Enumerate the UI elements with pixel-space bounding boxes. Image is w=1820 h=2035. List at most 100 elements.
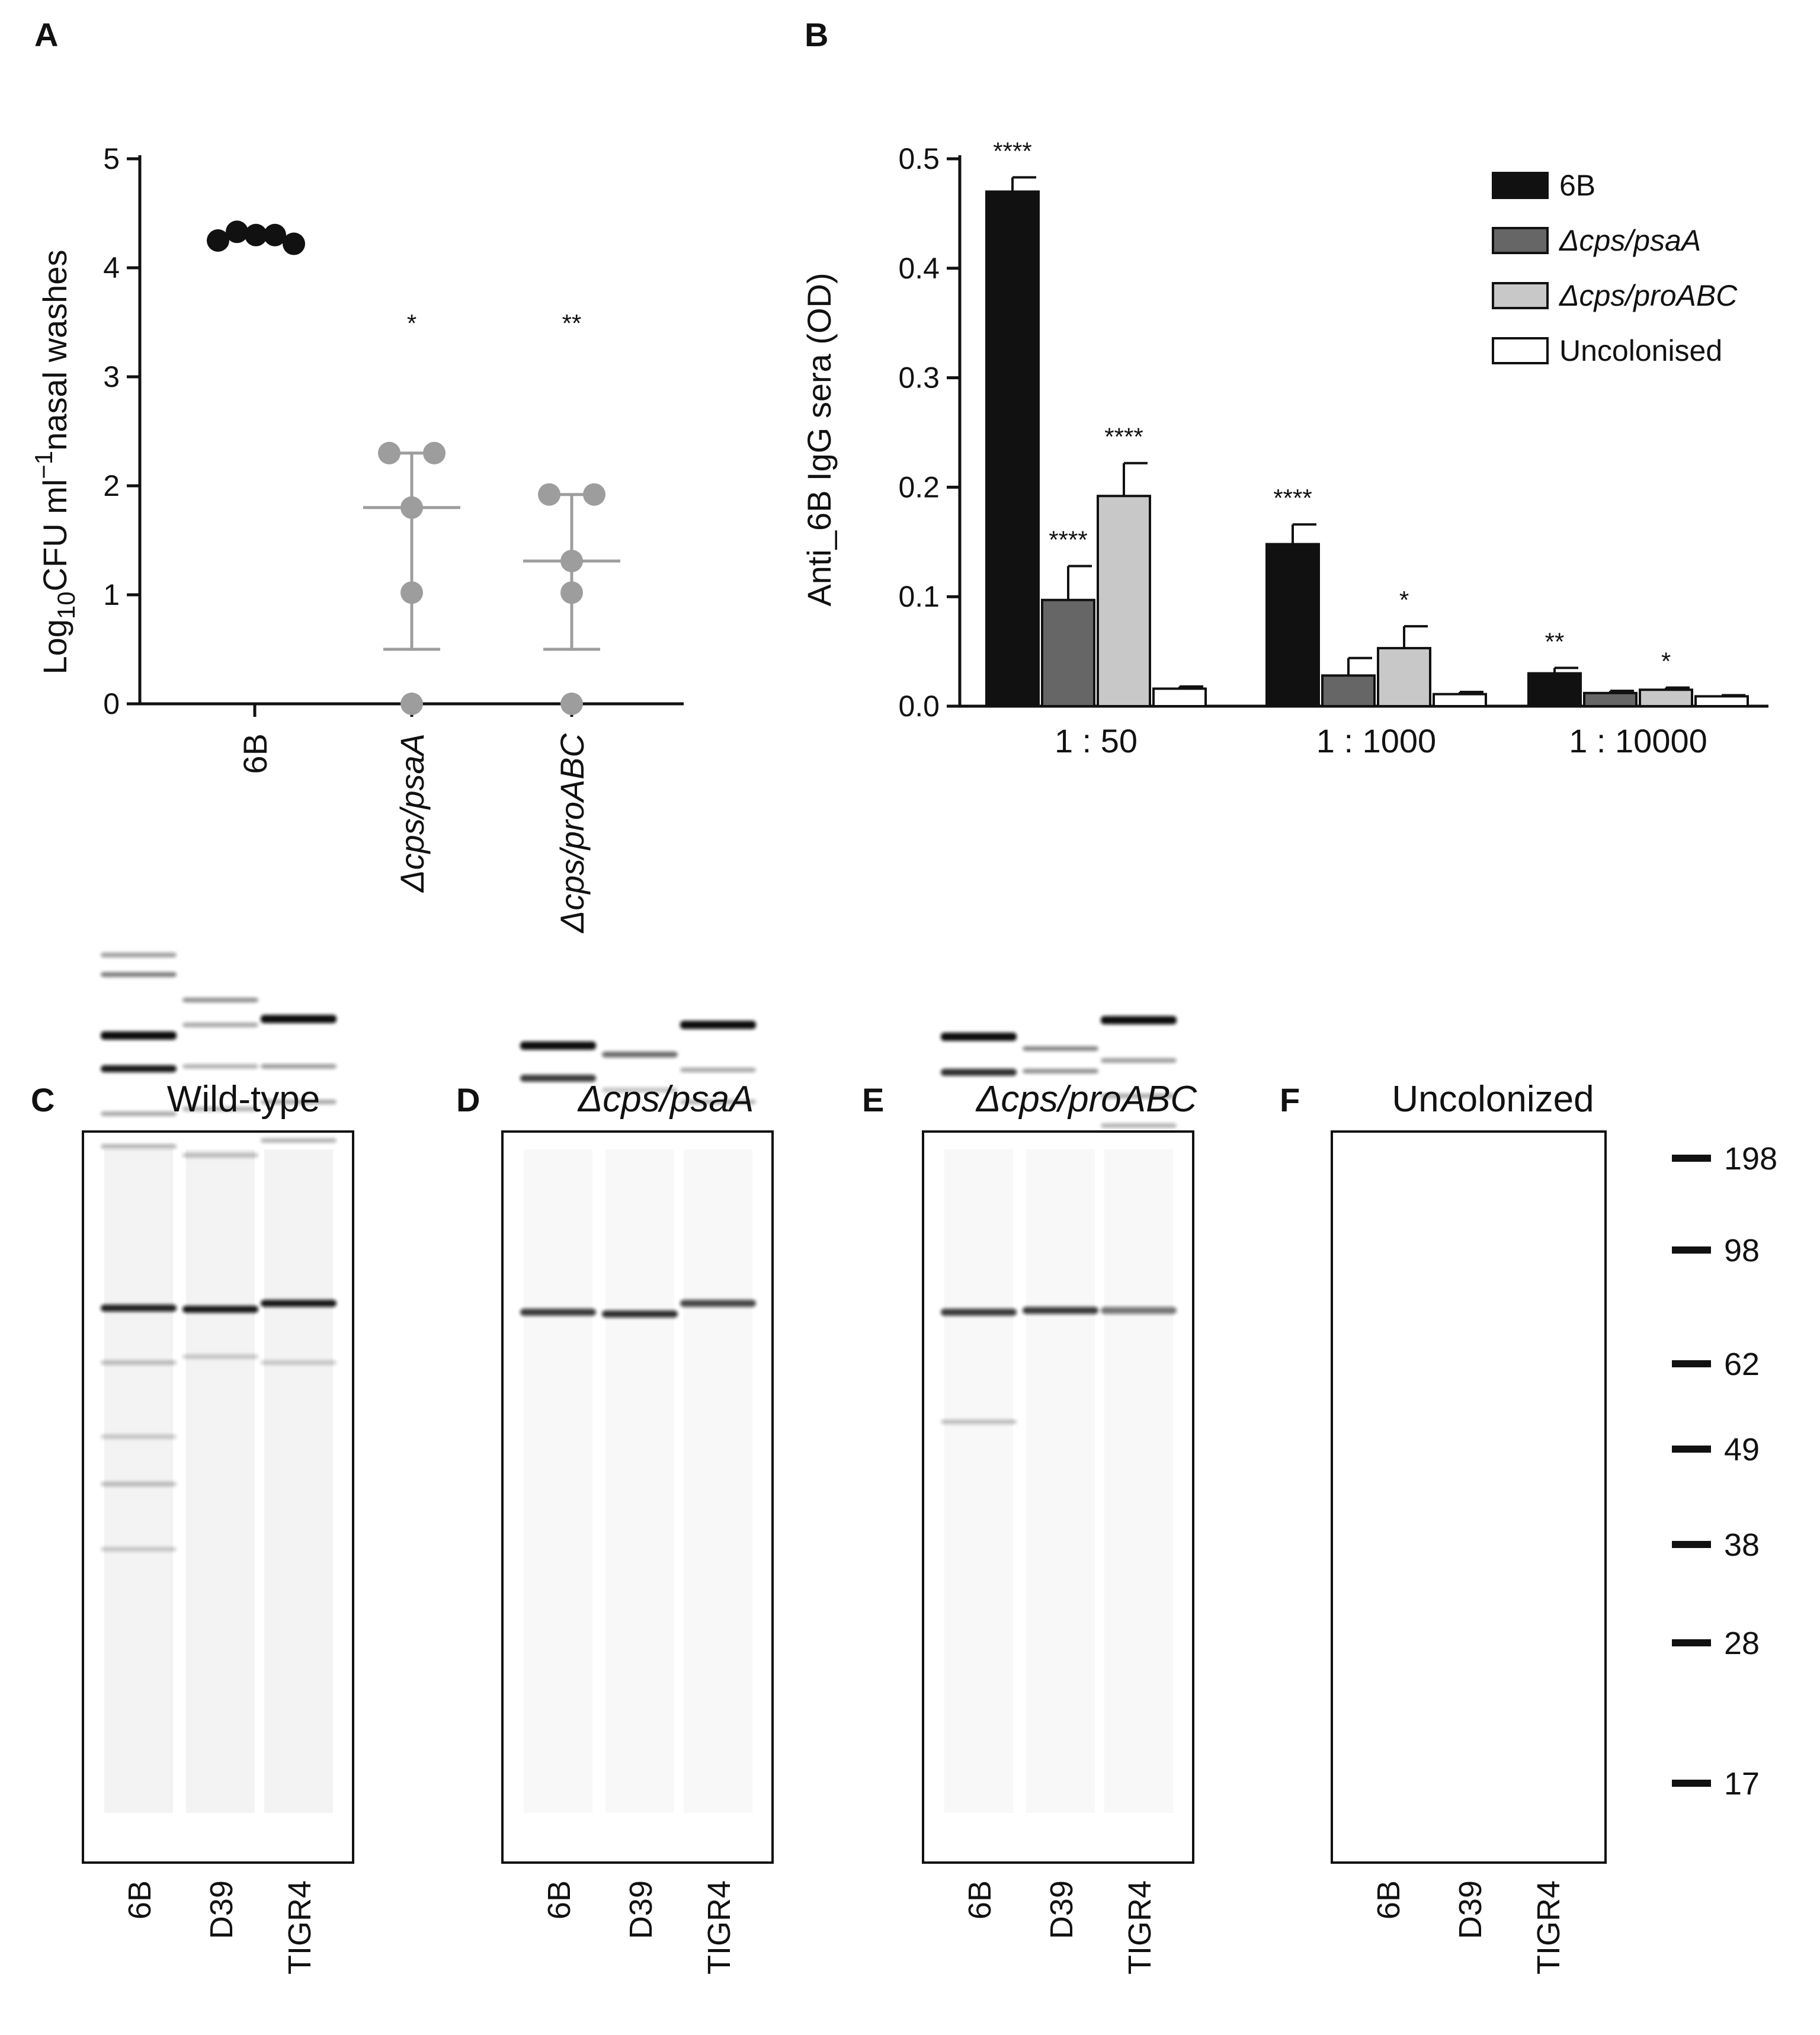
blot-band	[680, 1100, 756, 1104]
blot-band	[941, 1069, 1017, 1076]
blot-band	[101, 953, 177, 957]
panel-b-category-label: 1 : 10000	[1569, 722, 1707, 759]
blot-lane-smear	[104, 1149, 173, 1813]
panel-a-category-label: Δcps/proABC	[553, 733, 591, 934]
blot-band	[680, 1300, 756, 1307]
panel-a-data-point	[283, 232, 305, 255]
marker-tick	[1672, 1541, 1711, 1548]
ylabel-washes: nasal washes	[36, 249, 73, 450]
panel-b-y-tick-label: 0.0	[898, 690, 940, 723]
blot-lane-smear	[1026, 1149, 1095, 1813]
blot-lane-label: TIGR4	[1122, 1880, 1158, 1975]
panel-b-legend-swatch	[1492, 337, 1549, 364]
blot-panel-letter: D	[456, 1081, 480, 1119]
blot-band	[261, 1138, 337, 1143]
panel-b-bar	[1527, 672, 1582, 708]
panel-a-data-point	[400, 581, 423, 604]
blot-band	[261, 1300, 337, 1307]
western-blots: C Wild-type 6B D39 TIGR4 D Δcps/psaA 6B D39 TIGR4…	[31, 953, 1607, 1975]
blot-membrane	[1331, 1130, 1607, 1864]
blot-panel-letter: E	[862, 1081, 884, 1119]
panel-b-bar	[985, 190, 1040, 707]
panel-a-y-tick-label: 4	[103, 251, 120, 284]
blot-band	[520, 1075, 596, 1082]
blot-band	[1101, 1058, 1177, 1063]
blot-band	[101, 1031, 177, 1040]
panel-a-scatter: A Log10CFU ml−1nasal washes 0 1 2 3 4 5 6B Δcps…	[30, 16, 684, 934]
panel-a-data-point	[226, 220, 248, 243]
blot-lane-label: D39	[204, 1880, 239, 1939]
panel-b-significance: ****	[1049, 525, 1087, 553]
panel-a-data-point	[378, 441, 400, 464]
blot-band	[602, 1052, 678, 1057]
marker-tick	[1672, 1780, 1711, 1787]
panel-a-category-label: 6B	[236, 733, 274, 774]
blot-band	[602, 1088, 678, 1092]
blot-title: Δcps/proABC	[975, 1079, 1198, 1120]
panel-b-bar-chart: B Anti_6B IgG sera (OD) 0.0 0.1 0.2 0.3 0.4 0…	[800, 16, 1768, 759]
marker-label: 38	[1724, 1527, 1760, 1563]
panel-a-data-point	[400, 496, 423, 519]
blot-title: Uncolonized	[1392, 1079, 1594, 1120]
blot-band	[182, 1306, 258, 1313]
blot-band	[1023, 1307, 1098, 1314]
panel-b-bar	[1152, 687, 1207, 708]
panel-b-legend-swatch	[1492, 227, 1549, 254]
marker-tick	[1672, 1639, 1711, 1646]
blot-band	[1023, 1069, 1098, 1073]
blot-panel-letter: C	[31, 1081, 55, 1119]
panel-label-a: A	[34, 16, 58, 53]
blot-lane-smear	[524, 1149, 592, 1813]
panel-b-legend-swatch	[1492, 282, 1549, 309]
panel-a-data-point	[245, 223, 267, 246]
panel-b-category-label: 1 : 50	[1055, 722, 1138, 759]
blot-lane-label: 6B	[541, 1880, 577, 1919]
blot-band	[1101, 1016, 1177, 1024]
blot-band	[520, 1041, 596, 1050]
marker-label: 17	[1724, 1766, 1760, 1802]
blot-band	[101, 1434, 177, 1439]
blot-lane-label: 6B	[962, 1880, 998, 1919]
blot-band	[101, 1547, 177, 1552]
panel-b-significance: *	[1661, 648, 1671, 675]
panel-b-bar	[1097, 495, 1151, 708]
blot-band	[1101, 1307, 1177, 1314]
panel-b-y-axis-title: Anti_6B IgG sera (OD)	[800, 273, 838, 606]
panel-b-y-tick-label: 0.5	[898, 142, 940, 175]
panel-a-data-point	[538, 483, 560, 506]
blot-panel-c: C Wild-type 6B D39 TIGR4	[31, 953, 354, 1975]
panel-b-y-tick-label: 0.4	[898, 252, 940, 285]
blot-lane-label: TIGR4	[1531, 1880, 1566, 1975]
blot-lane-label: 6B	[1371, 1880, 1406, 1919]
blot-title: Δcps/psaA	[577, 1079, 754, 1120]
marker-label: 28	[1724, 1626, 1760, 1661]
panel-a-y-tick-label: 0	[103, 687, 120, 720]
panel-a-y-tick-label: 3	[103, 360, 120, 393]
blot-membrane	[501, 1130, 774, 1864]
blot-band	[520, 1309, 596, 1316]
panel-b-y-tick-label: 0.3	[898, 361, 940, 395]
blot-lane-label: TIGR4	[701, 1880, 737, 1975]
panel-b-y-tick-label: 0.1	[898, 580, 940, 613]
panel-b-category-label: 1 : 1000	[1316, 722, 1436, 759]
blot-lane-label: 6B	[122, 1880, 158, 1919]
panel-a-y-tick-label: 2	[103, 469, 120, 502]
blot-lane-label: D39	[623, 1880, 659, 1939]
panel-b-plot-area: 0.00.10.20.30.40.51 : 50************1 : …	[898, 137, 1768, 759]
blot-band	[1101, 1094, 1177, 1098]
blot-band	[101, 1144, 177, 1149]
blot-band	[941, 1419, 1017, 1424]
panel-b-legend: 6B Δcps/psaA Δcps/proABC Uncolonised	[1492, 169, 1738, 367]
blot-lane-label: TIGR4	[282, 1880, 318, 1975]
panel-b-bar	[1321, 674, 1376, 707]
blot-band	[182, 998, 258, 1002]
blot-lane-smear	[944, 1149, 1013, 1813]
marker-label: 198	[1724, 1141, 1777, 1177]
panel-a-data-point	[560, 581, 583, 604]
panel-b-bar	[1041, 598, 1095, 708]
blot-band	[182, 1023, 258, 1027]
panel-b-significance: ****	[1104, 423, 1143, 451]
panel-b-bar	[1694, 695, 1749, 708]
panel-a-data-point	[560, 549, 583, 572]
